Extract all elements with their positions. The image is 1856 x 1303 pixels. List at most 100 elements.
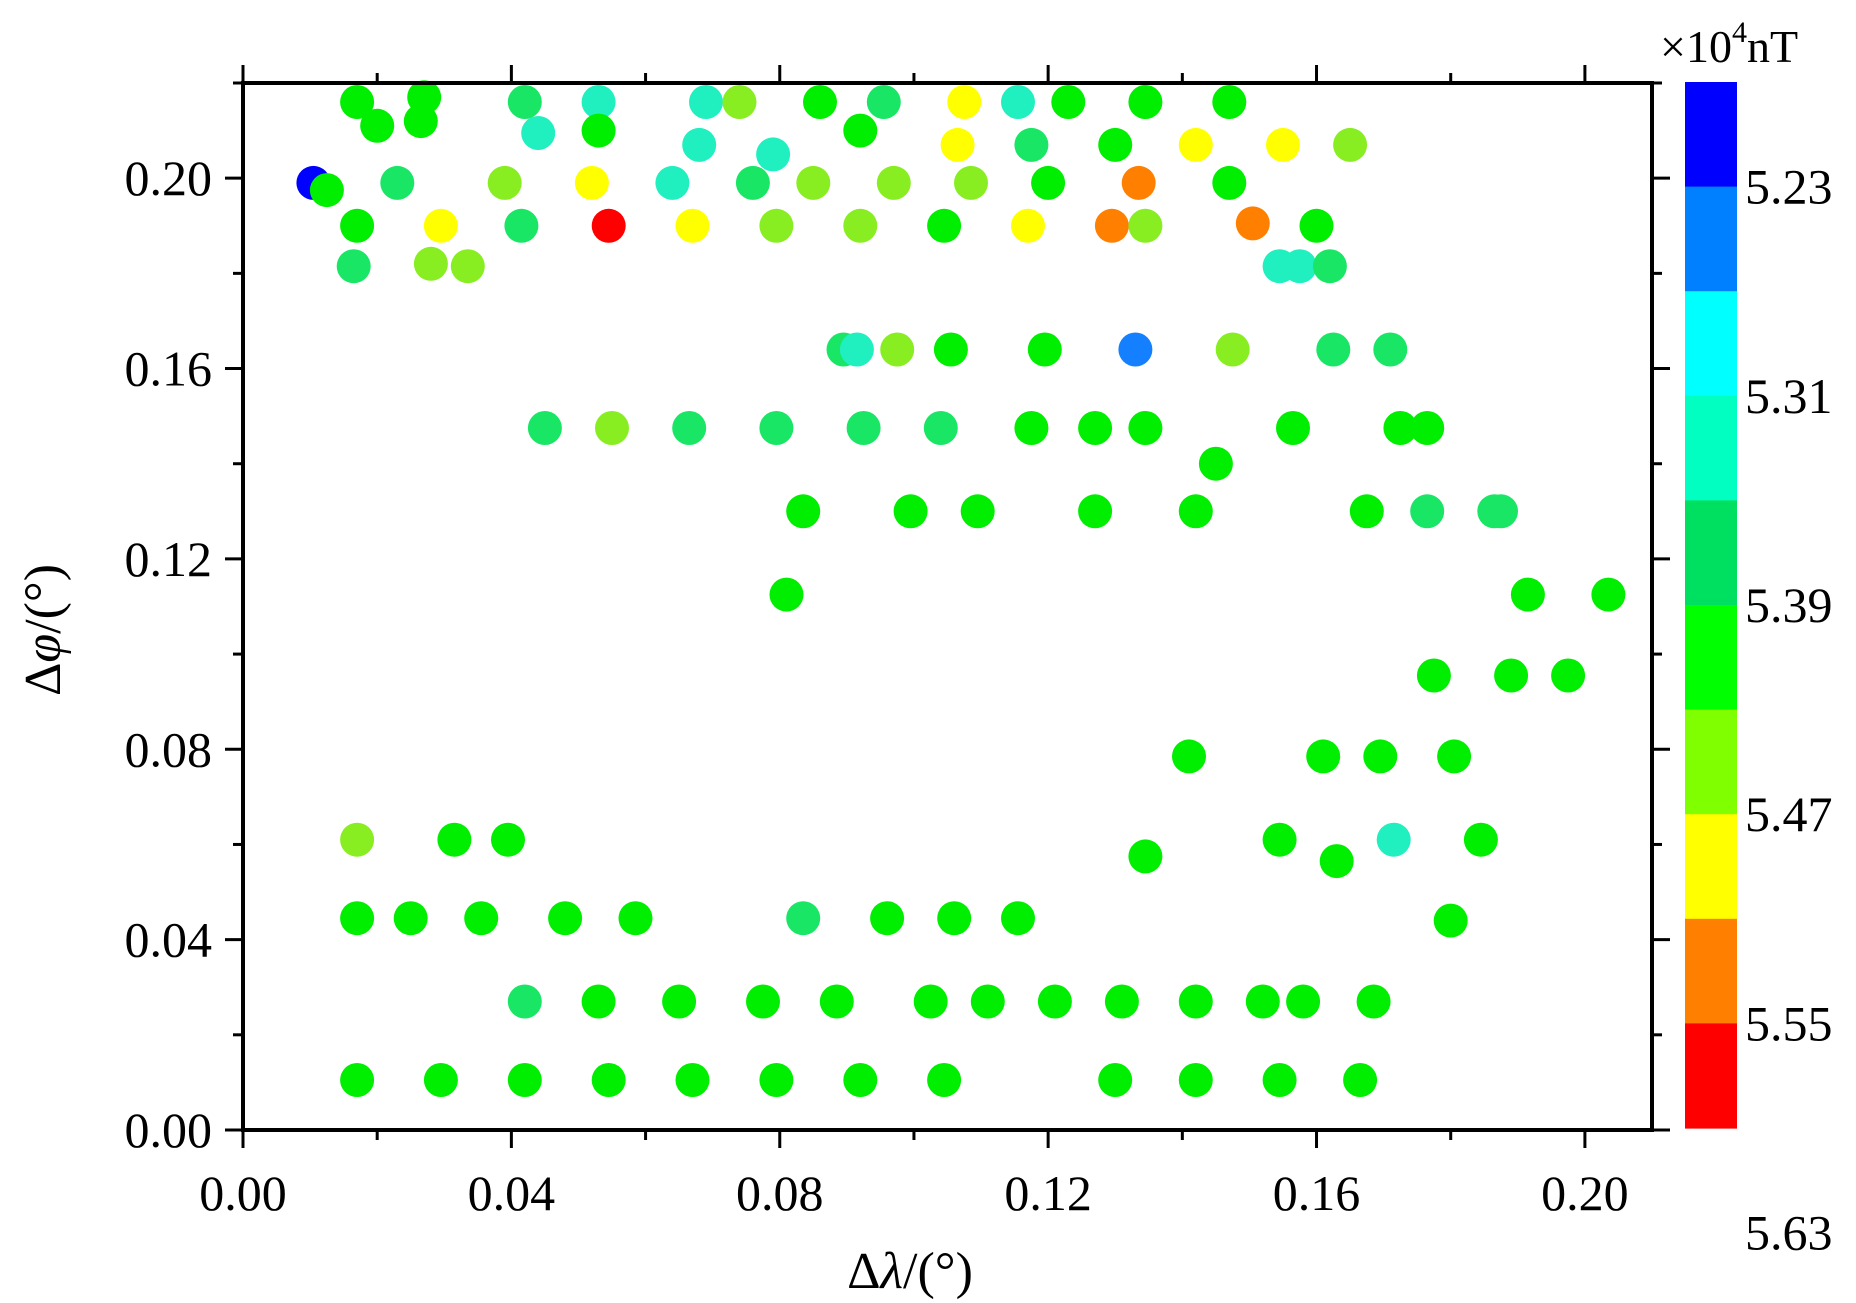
scatter-point	[487, 165, 522, 200]
scatter-point	[662, 984, 697, 1019]
colorbar-band	[1685, 82, 1737, 188]
colorbar-band	[1685, 291, 1737, 397]
scatter-point	[1416, 658, 1451, 693]
scatter-point	[423, 208, 458, 243]
colorbar-band	[1685, 500, 1737, 606]
scatter-point	[581, 984, 616, 1019]
scatter-point	[1343, 1063, 1378, 1097]
scatter-point	[1235, 206, 1270, 241]
scatter-point	[876, 165, 911, 200]
x-tick-label: 0.00	[199, 1165, 287, 1221]
scatter-point	[1286, 984, 1321, 1019]
scatter-point	[1333, 127, 1368, 162]
scatter-point	[947, 85, 982, 119]
x-tick-label: 0.12	[1004, 1165, 1092, 1221]
scatter-point	[1410, 494, 1445, 529]
y-axis-title: Δφ/(°)	[15, 564, 72, 696]
scatter-point	[340, 901, 375, 936]
scatter-point	[759, 411, 794, 445]
scatter-point	[923, 411, 958, 445]
scatter-point	[574, 165, 609, 200]
scatter-point	[464, 901, 499, 936]
scatter-point	[380, 165, 415, 200]
scatter-point	[360, 108, 395, 143]
scatter-point	[1276, 411, 1310, 445]
scatter-point	[1037, 984, 1072, 1019]
scatter-points	[296, 80, 1626, 1097]
scatter-point	[1094, 208, 1129, 243]
scatter-point	[913, 984, 948, 1019]
x-axis-title: Δλ/(°)	[847, 1243, 973, 1300]
scatter-point	[1551, 658, 1586, 693]
scatter-point	[843, 113, 878, 148]
y-tick-label: 0.12	[125, 531, 213, 587]
scatter-point	[1215, 332, 1250, 367]
colorbar-band	[1685, 605, 1737, 711]
scatter-point	[1104, 984, 1139, 1019]
scatter-point	[1128, 208, 1163, 243]
scatter-point	[786, 901, 821, 936]
plot-frame	[241, 81, 1654, 1132]
scatter-point	[1212, 165, 1247, 200]
colorbar-labels: 5.23 5.31 5.39 5.47 5.55 5.63	[1745, 159, 1833, 1261]
y-tick-label: 0.00	[125, 1102, 213, 1158]
scatter-point	[504, 208, 539, 243]
scatter-point	[336, 249, 371, 284]
scatter-point	[450, 249, 485, 284]
scatter-point	[507, 1063, 542, 1097]
scatter-point	[722, 85, 757, 119]
scatter-point	[933, 332, 968, 367]
scatter-point	[1078, 411, 1113, 445]
scatter-point	[675, 208, 710, 243]
scatter-point	[1363, 739, 1398, 774]
scatter-point	[1014, 411, 1049, 445]
scatter-point	[1098, 127, 1133, 162]
scatter-point	[437, 822, 472, 857]
scatter-point	[927, 208, 962, 243]
x-tick-label: 0.08	[736, 1165, 824, 1221]
colorbar-band	[1685, 1023, 1737, 1129]
scatter-point	[1410, 411, 1445, 445]
scatter-point	[1128, 85, 1163, 119]
scatter-point	[870, 901, 905, 936]
scatter-point	[843, 208, 878, 243]
scatter-point	[1245, 984, 1280, 1019]
scatter-point	[1198, 446, 1233, 481]
scatter-point	[1011, 208, 1045, 243]
y-tick-label: 0.16	[125, 341, 213, 397]
scatter-point	[491, 822, 525, 857]
scatter-point	[1031, 165, 1066, 200]
scatter-point	[682, 127, 717, 162]
scatter-point	[1376, 822, 1411, 857]
scatter-point	[1001, 85, 1035, 119]
scatter-point	[1262, 822, 1297, 857]
scatter-point	[393, 901, 428, 936]
scatter-point	[340, 85, 375, 119]
colorbar-label: 5.31	[1745, 368, 1833, 424]
scatter-point	[769, 577, 804, 612]
scatter-point	[970, 984, 1005, 1019]
scatter-point	[1316, 332, 1351, 367]
scatter-point	[340, 822, 375, 857]
scatter-point	[960, 494, 995, 529]
scatter-point	[927, 1063, 962, 1097]
scatter-point	[595, 411, 629, 445]
colorbar-band	[1685, 918, 1737, 1024]
scatter-point	[1437, 739, 1472, 774]
scatter-point	[507, 85, 542, 119]
x-tick-label: 0.04	[468, 1165, 556, 1221]
scatter-point	[1212, 85, 1247, 119]
scatter-point	[746, 984, 780, 1019]
scatter-point	[1484, 494, 1518, 529]
scatter-point	[1494, 658, 1529, 693]
colorbar-band	[1685, 709, 1737, 815]
scatter-point	[1383, 411, 1418, 445]
scatter-point	[340, 1063, 375, 1097]
scatter-point	[1319, 844, 1354, 879]
scatter-point	[1282, 249, 1317, 284]
scatter-point	[1078, 494, 1113, 529]
y-tick-label: 0.20	[125, 150, 213, 206]
scatter-point	[819, 984, 854, 1019]
scatter-point	[846, 411, 881, 445]
y-tick-label: 0.04	[125, 912, 213, 968]
